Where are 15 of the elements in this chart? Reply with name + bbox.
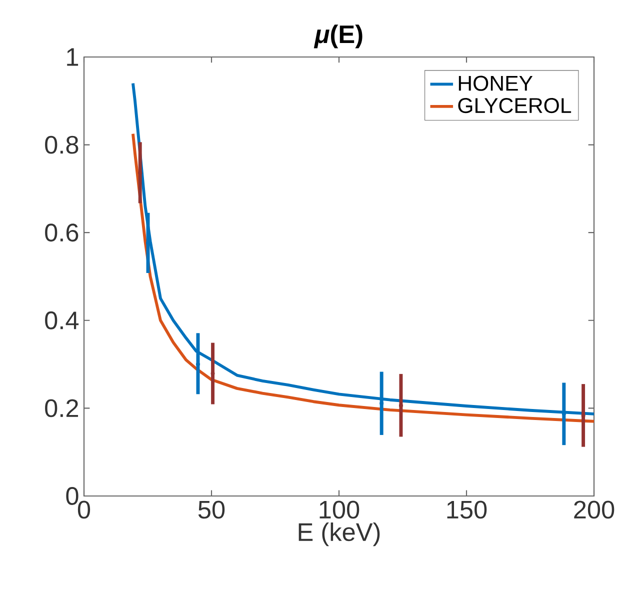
chart-title: μ(E) [314,24,362,48]
x-tick-label: 50 [198,500,225,519]
x-tick-label: 200 [574,500,614,519]
y-tick-label: 0 [66,487,78,505]
x-tick-label: 150 [447,500,487,519]
x-axis-title: E (keV) [298,522,380,546]
legend-label: HONEY [458,76,533,91]
legend-label: GLYCEROL [458,98,572,114]
y-tick-label: 0.2 [45,399,78,418]
y-tick-label: 1 [67,48,78,66]
y-tick-label: 0.8 [45,136,78,154]
y-tick-label: 0.4 [45,311,79,330]
x-tick-label: 0 [78,500,90,519]
x-tick-label: 100 [320,500,360,519]
y-tick-label: 0.6 [45,224,78,242]
